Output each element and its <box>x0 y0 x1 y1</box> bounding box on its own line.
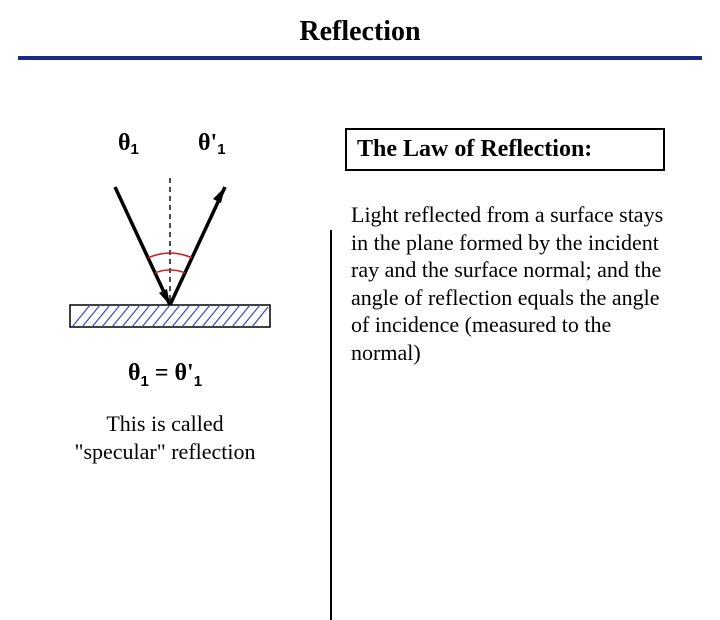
eq-theta1p: θ' <box>175 360 194 386</box>
right-column: The Law of Reflection: Light reflected f… <box>345 120 705 366</box>
specular-caption: This is called "specular" reflection <box>0 410 330 465</box>
law-title: The Law of Reflection: <box>357 136 592 162</box>
caption-line1: This is called <box>0 410 330 438</box>
content-area: θ1 θ'1 <box>0 120 720 540</box>
theta-sub: 1 <box>131 141 139 158</box>
reflection-diagram <box>60 160 290 340</box>
law-title-box: The Law of Reflection: <box>345 128 665 171</box>
incident-angle-label: θ1 <box>118 130 139 158</box>
theta-prime-symbol: θ' <box>198 130 217 156</box>
surface <box>70 305 270 327</box>
title-underline <box>18 56 702 60</box>
theta-prime-sub: 1 <box>217 141 225 158</box>
reflected-ray <box>170 187 225 305</box>
reflected-angle-label: θ'1 <box>198 130 226 158</box>
theta-symbol: θ <box>118 130 131 156</box>
eq-theta1: θ <box>128 360 141 386</box>
eq-theta1-sub: 1 <box>140 373 148 390</box>
vertical-divider <box>330 230 332 620</box>
eq-theta1p-sub: 1 <box>194 373 202 390</box>
left-column: θ1 θ'1 <box>0 120 330 540</box>
angle-equation: θ1 = θ'1 <box>0 360 330 390</box>
page-title: Reflection <box>0 0 720 56</box>
law-body-text: Light reflected from a surface stays in … <box>345 201 675 366</box>
incident-ray <box>115 187 170 305</box>
eq-equals: = <box>149 360 175 386</box>
caption-line2: "specular" reflection <box>0 438 330 466</box>
